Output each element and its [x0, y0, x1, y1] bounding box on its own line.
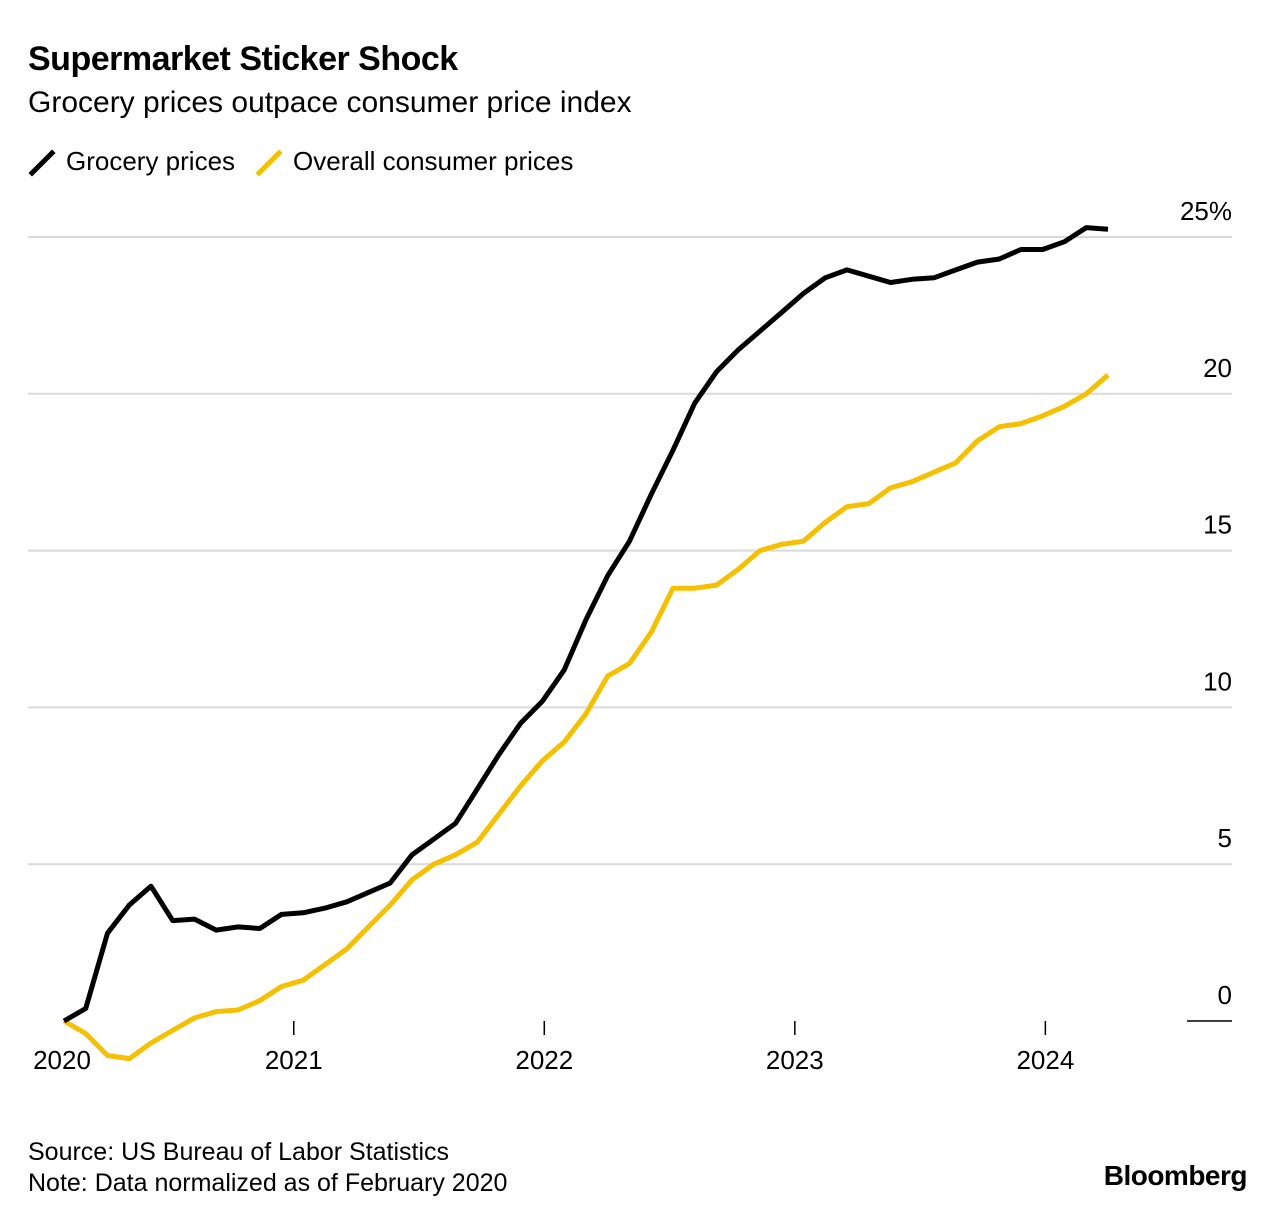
y-tick-label-15: 15 — [1203, 510, 1232, 540]
y-tick-label-20: 20 — [1203, 353, 1232, 383]
chart-footer: Source: US Bureau of Labor Statistics No… — [28, 1137, 507, 1199]
source-note: Source: US Bureau of Labor Statistics — [28, 1138, 450, 1166]
legend-swatch-grocery-icon — [28, 148, 56, 177]
series-lines — [62, 225, 1110, 1062]
chart-subtitle: Grocery prices outpace consumer price in… — [28, 86, 632, 119]
y-tick-label-5: 5 — [1218, 823, 1232, 853]
legend: Grocery prices Overall consumer prices — [28, 146, 593, 177]
legend-item-grocery: Grocery prices — [28, 146, 235, 177]
chart-title: Supermarket Sticker Shock — [28, 40, 458, 78]
legend-swatch-overall-icon — [255, 148, 283, 177]
legend-item-overall: Overall consumer prices — [255, 146, 573, 177]
series-line-overall-consumer-prices — [62, 373, 1110, 1062]
x-tick-label-2024: 2024 — [1016, 1045, 1074, 1075]
normalization-note: Note: Data normalized as of February 202… — [28, 1169, 508, 1197]
x-tick-label-2022: 2022 — [515, 1045, 573, 1075]
x-tick-label-2021: 2021 — [265, 1045, 323, 1075]
y-tick-label-10: 10 — [1203, 666, 1232, 696]
x-tick-label-2020: 2020 — [33, 1045, 91, 1075]
legend-label-grocery: Grocery prices — [66, 146, 236, 176]
y-tick-label-25: 25% — [1180, 196, 1232, 226]
x-tick-label-2023: 2023 — [766, 1045, 824, 1075]
legend-label-overall: Overall consumer prices — [293, 146, 574, 176]
gridlines — [28, 236, 1232, 1022]
bloomberg-logo: Bloomberg — [1103, 1160, 1248, 1191]
y-axis: 0 5 10 15 20 25% — [1180, 196, 1232, 1010]
y-tick-label-0: 0 — [1218, 980, 1232, 1010]
x-axis: 2020 2021 2022 2023 2024 — [33, 1021, 1074, 1075]
series-line-grocery-prices — [62, 225, 1109, 1024]
